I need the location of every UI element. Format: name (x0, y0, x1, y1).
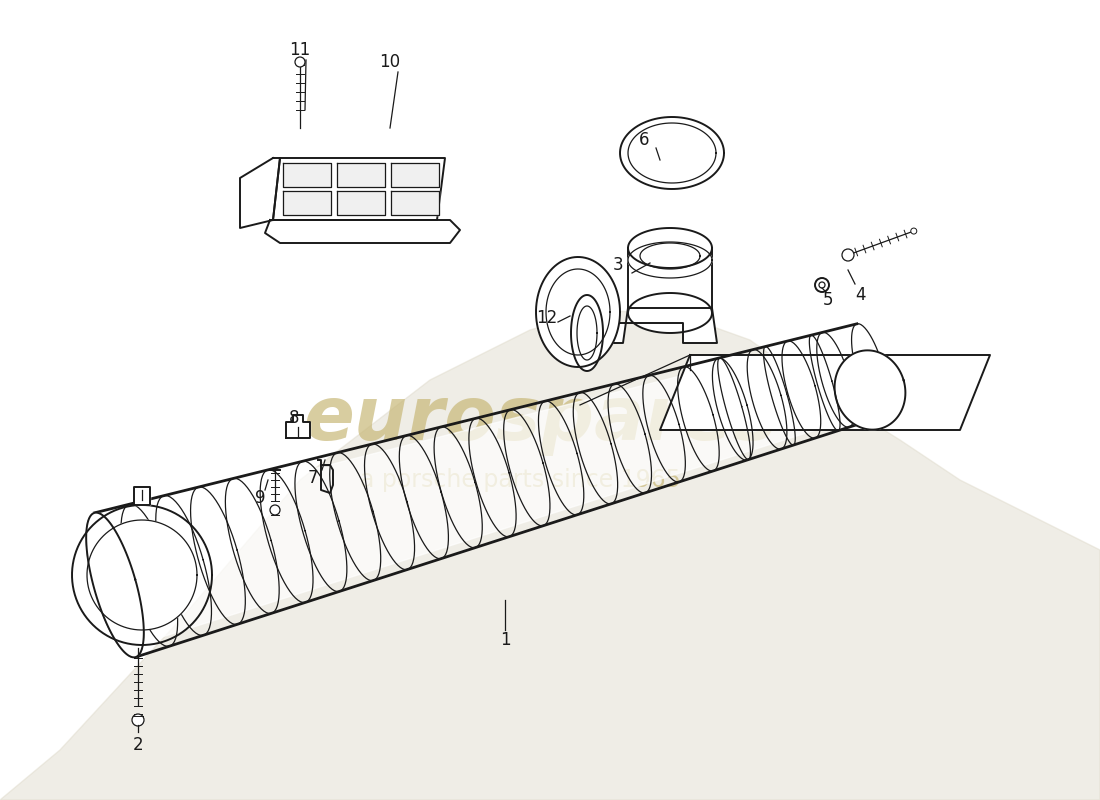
Polygon shape (87, 520, 197, 630)
Text: 12: 12 (537, 309, 558, 327)
Text: 10: 10 (379, 53, 400, 71)
Polygon shape (628, 242, 712, 278)
Circle shape (295, 57, 305, 67)
Polygon shape (536, 257, 620, 367)
Circle shape (270, 505, 280, 515)
Polygon shape (587, 308, 717, 343)
Polygon shape (337, 163, 385, 187)
Circle shape (132, 714, 144, 726)
Polygon shape (283, 163, 331, 187)
Circle shape (911, 228, 916, 234)
Polygon shape (660, 355, 990, 430)
Polygon shape (835, 350, 905, 430)
Polygon shape (0, 310, 1100, 800)
Polygon shape (86, 513, 144, 658)
Text: 1: 1 (499, 631, 510, 649)
Polygon shape (390, 191, 439, 215)
Text: 11: 11 (289, 41, 310, 59)
Polygon shape (98, 330, 881, 646)
Polygon shape (283, 191, 331, 215)
Text: a porsche parts since 1965: a porsche parts since 1965 (360, 468, 681, 492)
Polygon shape (265, 220, 460, 243)
Text: 8: 8 (288, 409, 299, 427)
Polygon shape (390, 163, 439, 187)
Polygon shape (273, 158, 446, 220)
Text: 4: 4 (855, 286, 866, 304)
Text: 5: 5 (823, 291, 834, 309)
Polygon shape (628, 228, 712, 268)
Text: 9: 9 (255, 489, 265, 507)
Circle shape (815, 278, 829, 292)
Text: 6: 6 (639, 131, 649, 149)
Text: 7: 7 (308, 469, 318, 487)
Polygon shape (240, 158, 280, 228)
Text: 2: 2 (133, 736, 143, 754)
Polygon shape (286, 415, 310, 438)
Polygon shape (628, 293, 712, 333)
Text: eurospares: eurospares (302, 383, 777, 457)
Circle shape (842, 249, 854, 261)
Polygon shape (571, 295, 603, 371)
Polygon shape (628, 248, 712, 313)
Polygon shape (337, 191, 385, 215)
Polygon shape (134, 487, 150, 505)
Text: 3: 3 (613, 256, 624, 274)
